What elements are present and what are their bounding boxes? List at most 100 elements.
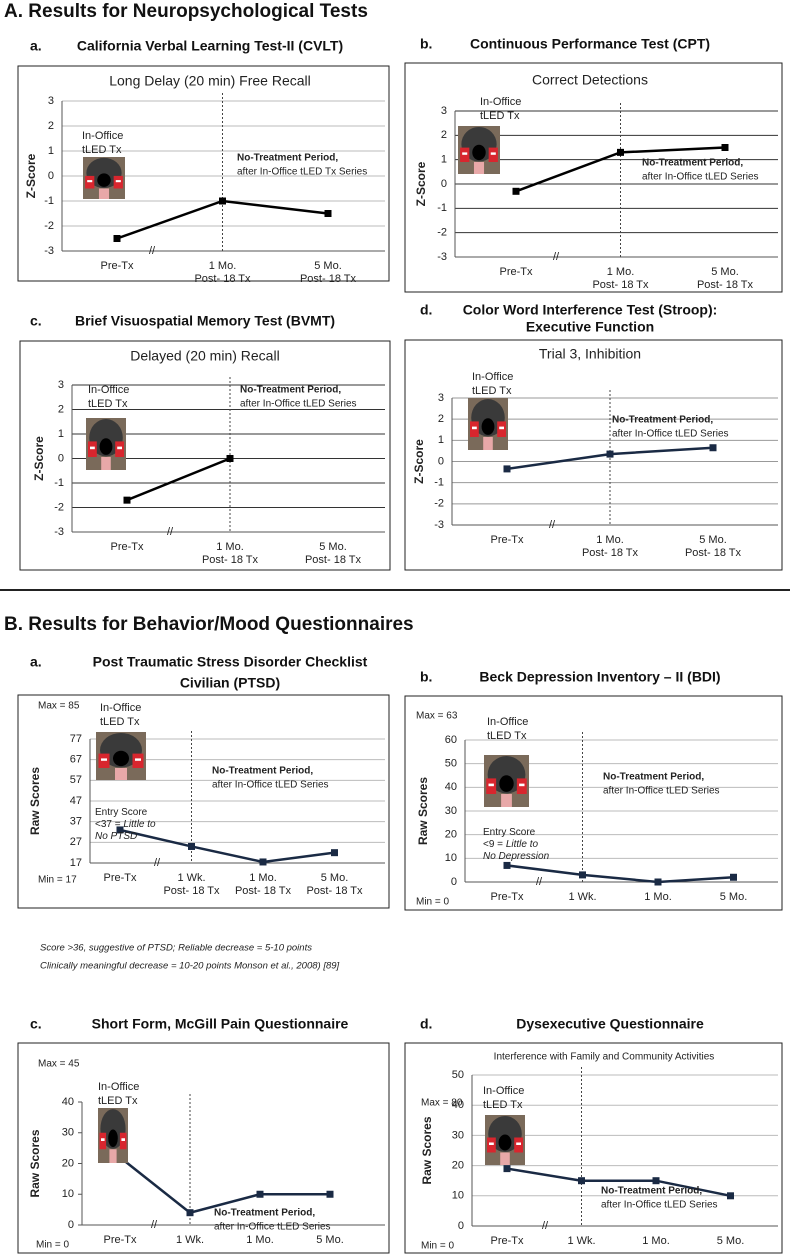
- entry-note-part: No PTSD: [95, 831, 137, 842]
- face: [113, 750, 129, 767]
- treatment-label: In-Office: [88, 384, 129, 396]
- y-tick-label: 40: [445, 781, 457, 793]
- y-tick-label: 2: [58, 403, 64, 415]
- data-point: [256, 1190, 264, 1198]
- y-tick-label: 57: [70, 774, 82, 786]
- panel-frame: [19, 340, 391, 571]
- neck: [109, 1149, 117, 1163]
- axis-break: //: [553, 251, 560, 263]
- section-heading: B. Results for Behavior/Mood Questionnai…: [4, 614, 414, 635]
- x-tick-label: Pre-Tx: [500, 266, 534, 278]
- data-point: [579, 871, 586, 879]
- data-point: [503, 465, 511, 473]
- data-point: [326, 1190, 334, 1198]
- data-point: [503, 861, 511, 869]
- helmet: [86, 157, 122, 189]
- y-tick-label: 0: [68, 1219, 74, 1231]
- chart-subtitle: Delayed (20 min) Recall: [130, 348, 279, 364]
- device-photo: [458, 126, 500, 174]
- led-pad: [516, 778, 527, 794]
- y-tick-label: -2: [44, 220, 54, 232]
- panel-label: c.: [30, 313, 42, 329]
- y-tick-label: -1: [434, 477, 444, 489]
- y-tick-label: 1: [58, 428, 64, 440]
- x-tick-label: Post- 18 Tx: [235, 885, 292, 897]
- y-tick-label: 40: [452, 1099, 464, 1111]
- chart-title: California Verbal Learning Test-II (CVLT…: [77, 38, 343, 54]
- face: [498, 1134, 512, 1151]
- x-tick-label: 1 Mo.: [644, 891, 672, 903]
- data-line: [506, 864, 734, 884]
- y-tick-label: 0: [48, 170, 54, 182]
- data-point: [331, 849, 338, 857]
- treatment-label: In-Office: [480, 96, 521, 108]
- period-label: No-Treatment Period,: [601, 1186, 702, 1197]
- x-tick-label: 1 Wk.: [567, 1235, 595, 1247]
- entry-note-part: No Depression: [483, 851, 550, 862]
- min-label: Min = 17: [38, 875, 77, 886]
- max-label: Max = 63: [416, 711, 458, 722]
- axis-break: //: [167, 526, 174, 538]
- y-tick-label: -1: [54, 477, 64, 489]
- entry-note-part: Little to: [123, 819, 156, 830]
- axis-break: //: [536, 876, 543, 888]
- chart-title: Civilian (PTSD): [180, 675, 280, 691]
- x-tick-label: Pre-Tx: [104, 1234, 138, 1246]
- max-label: Max = 80: [421, 1098, 463, 1109]
- data-point: [578, 1177, 585, 1185]
- entry-note-part: <37 =: [95, 819, 123, 830]
- panel-label: a.: [30, 38, 42, 54]
- y-tick-label: 0: [441, 178, 447, 190]
- panel-label: b.: [420, 669, 432, 685]
- panel-frame: [404, 62, 783, 293]
- face: [99, 438, 113, 455]
- period-label: after In-Office tLED Series: [240, 399, 357, 410]
- x-tick-label: Pre-Tx: [491, 891, 525, 903]
- entry-note: No Depression: [483, 851, 550, 862]
- x-tick-label: Post- 18 Tx: [685, 547, 742, 559]
- chart-title: Post Traumatic Stress Disorder Checklist: [93, 654, 368, 670]
- treatment-label: tLED Tx: [82, 144, 122, 156]
- y-tick-label: -2: [434, 498, 444, 510]
- treatment-label: tLED Tx: [487, 730, 527, 742]
- data-point: [606, 450, 614, 458]
- device-photo: [86, 418, 126, 470]
- device-photo: [83, 157, 125, 199]
- x-tick-label: 1 Wk.: [177, 872, 205, 884]
- face: [472, 144, 486, 161]
- y-tick-label: 0: [451, 876, 457, 888]
- y-tick-label: 50: [445, 758, 457, 770]
- neck: [483, 437, 493, 450]
- y-tick-label: -3: [44, 245, 54, 257]
- min-label: Min = 0: [421, 1241, 455, 1252]
- chart-title: Short Form, McGill Pain Questionnaire: [92, 1016, 349, 1032]
- x-tick-label: Post- 18 Tx: [163, 885, 220, 897]
- data-point: [188, 842, 195, 850]
- chart-subtitle: Interference with Family and Community A…: [494, 1052, 715, 1063]
- device-photo: [485, 1115, 525, 1165]
- led-stripe: [519, 783, 525, 787]
- x-tick-label: 1 Mo.: [642, 1235, 670, 1247]
- led-pad: [488, 147, 498, 162]
- y-tick-label: 0: [438, 455, 444, 467]
- period-label: No-Treatment Period,: [212, 766, 313, 777]
- data-point: [654, 878, 662, 886]
- y-axis-label: Z-Score: [412, 439, 426, 484]
- period-label: No-Treatment Period,: [603, 772, 704, 783]
- y-tick-label: -2: [54, 501, 64, 513]
- y-tick-label: 30: [452, 1129, 464, 1141]
- device-photo: [468, 398, 508, 450]
- entry-note-part: Little to: [506, 839, 539, 850]
- helmet: [488, 1116, 522, 1152]
- led-stripe: [488, 783, 494, 787]
- y-tick-label: 20: [445, 829, 457, 841]
- x-tick-label: 5 Mo.: [711, 266, 739, 278]
- led-pad: [486, 778, 497, 794]
- data-point: [721, 144, 729, 151]
- x-tick-label: 1 Wk.: [568, 891, 596, 903]
- panel-frame: [17, 694, 390, 909]
- period-label: No-Treatment Period,: [240, 385, 341, 396]
- led-stripe: [90, 446, 95, 450]
- x-tick-label: 5 Mo.: [316, 1234, 344, 1246]
- y-tick-label: 40: [62, 1096, 74, 1108]
